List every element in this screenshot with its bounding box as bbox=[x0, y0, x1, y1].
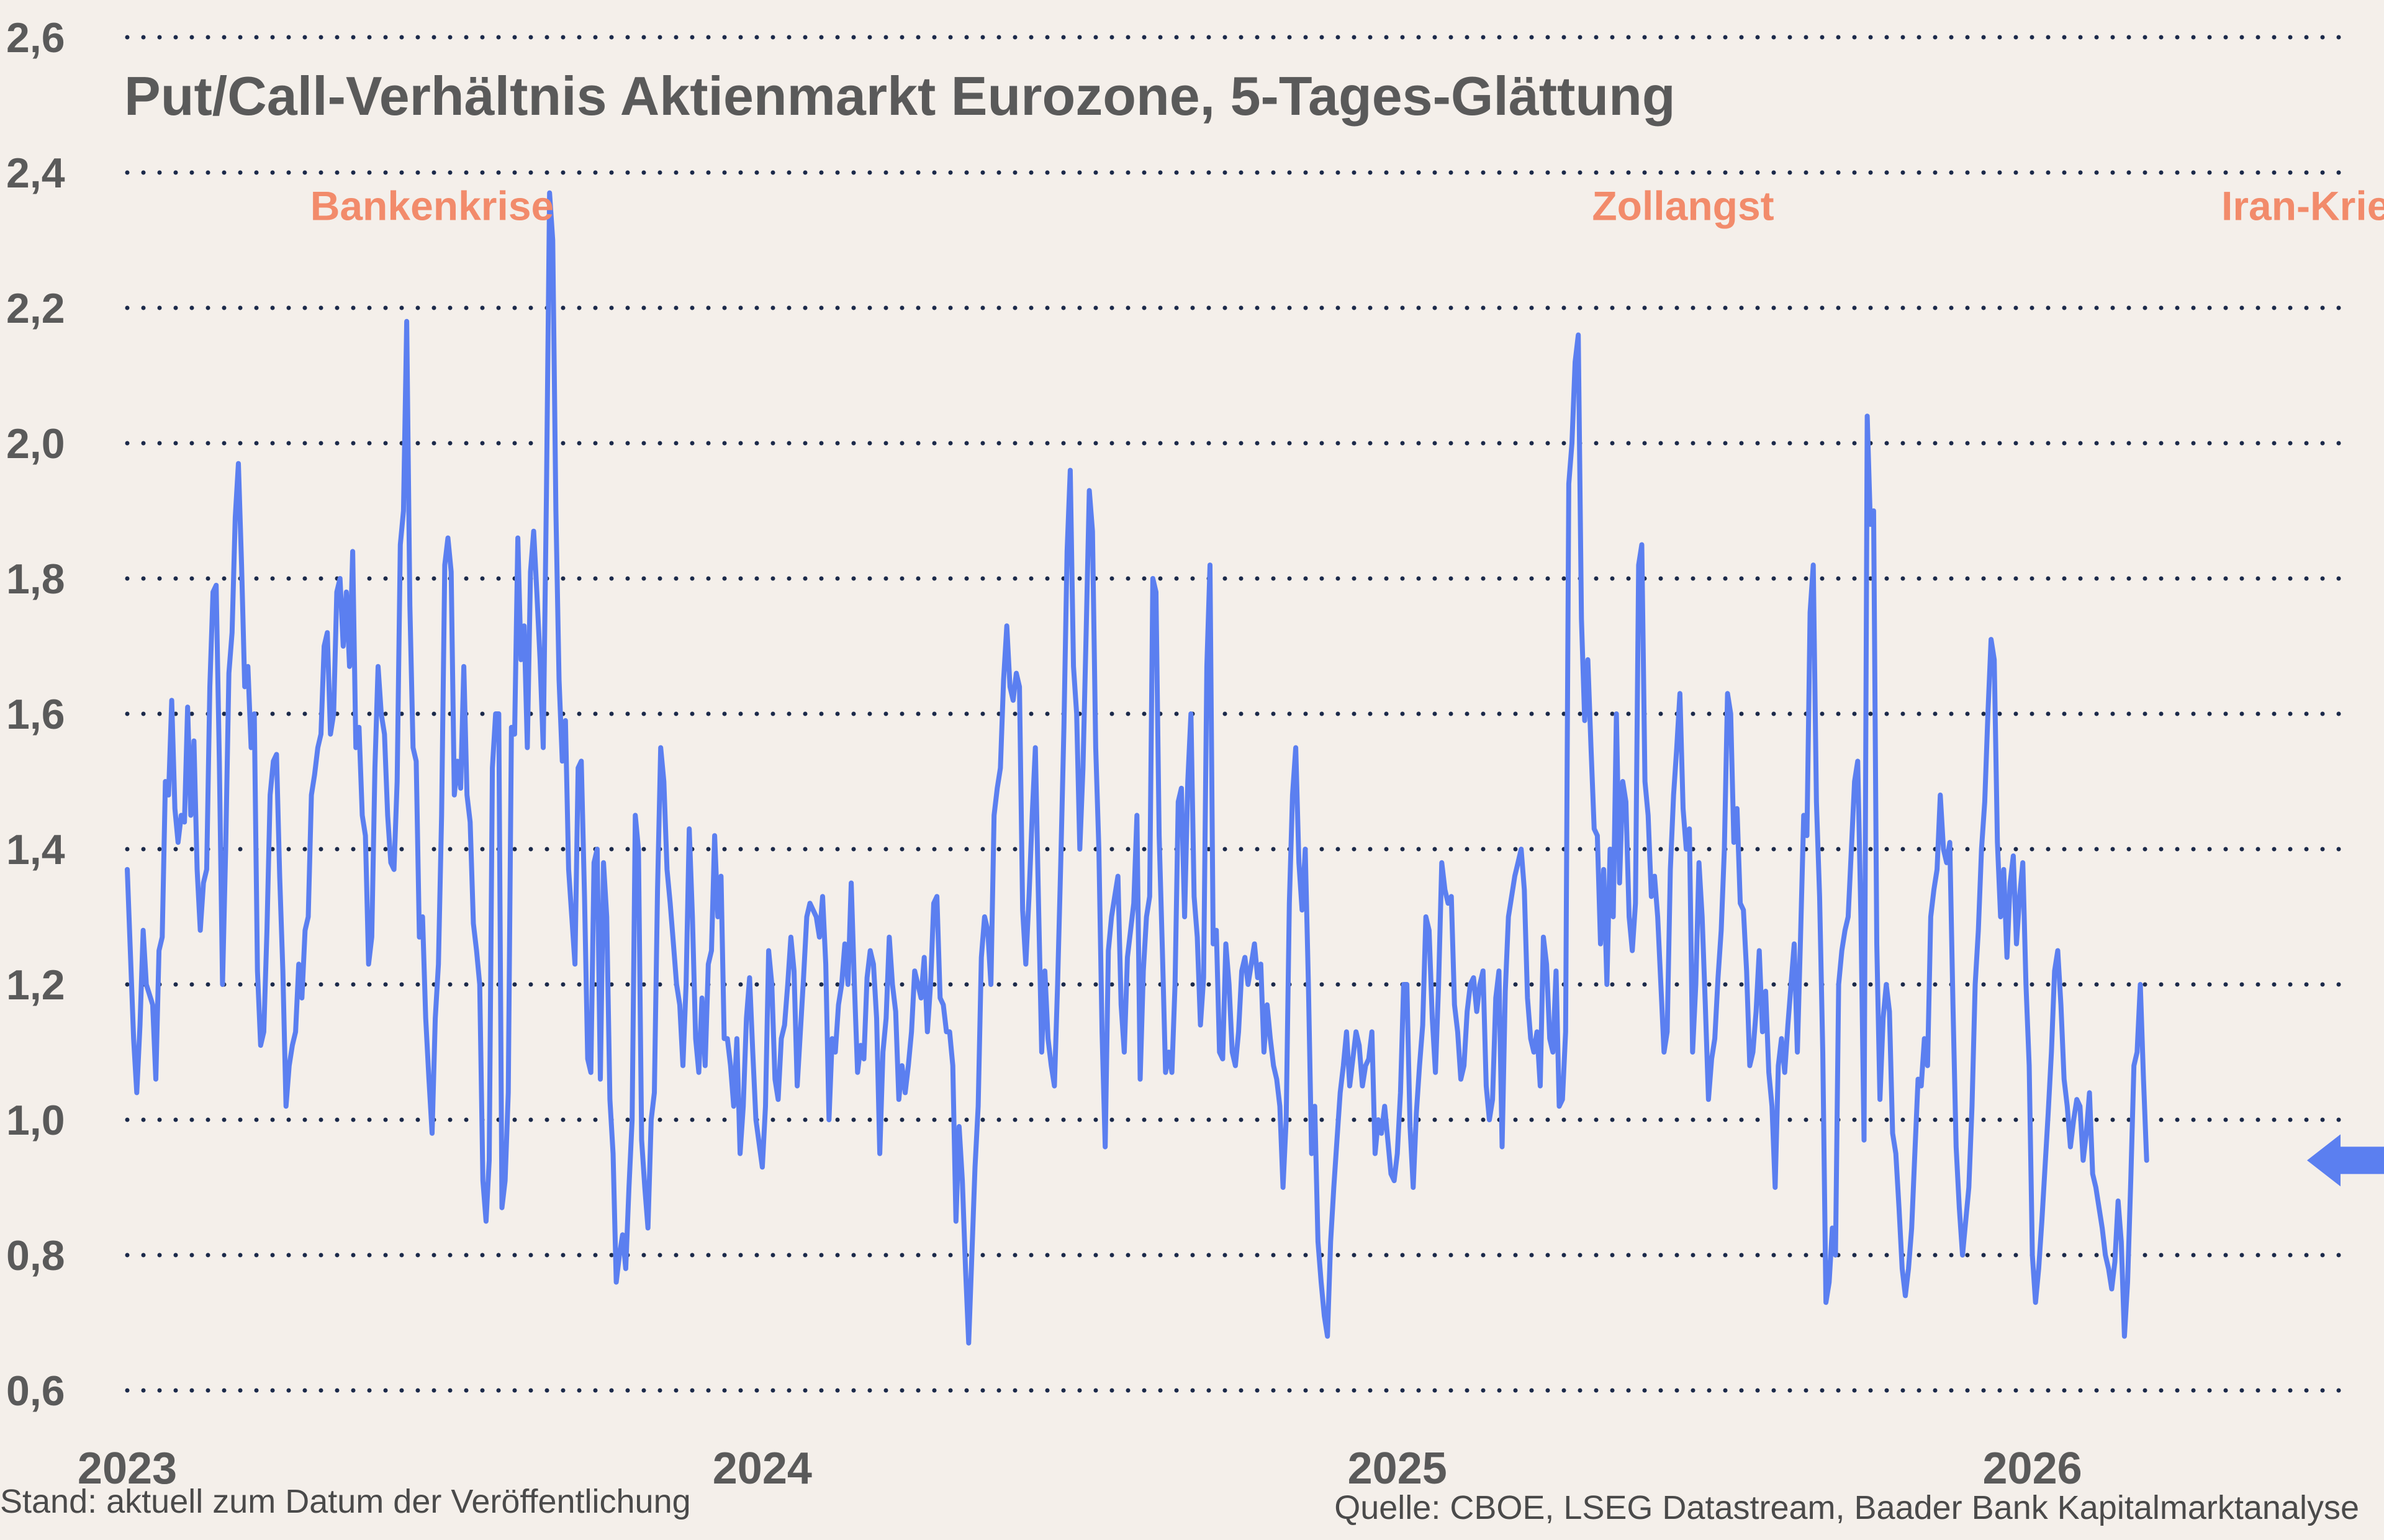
y-tick-label: 1,6 bbox=[6, 691, 65, 738]
y-tick-label: 2,4 bbox=[6, 150, 65, 197]
chart-title: Put/Call-Verhältnis Aktienmarkt Eurozone… bbox=[124, 65, 1676, 127]
series-line bbox=[125, 190, 2149, 1346]
x-axis-ticks: 2023 2024 2025 2026 bbox=[78, 1444, 2082, 1493]
x-tick-label: 2025 bbox=[1348, 1444, 1447, 1493]
annotation-label: Zollangst bbox=[1592, 182, 1774, 228]
y-tick-label: 0,6 bbox=[6, 1367, 65, 1415]
annotation-label: Iran-Krieg bbox=[2221, 182, 2384, 228]
y-tick-label: 1,8 bbox=[6, 556, 65, 603]
y-tick-label: 2,6 bbox=[6, 14, 65, 61]
arrow-left-icon bbox=[2307, 1134, 2384, 1187]
x-tick-label: 2024 bbox=[713, 1444, 812, 1493]
footnote-status: Stand: aktuell zum Datum der Veröffentli… bbox=[0, 1483, 691, 1520]
footnote-source: Quelle: CBOE, LSEG Datastream, Baader Ba… bbox=[1334, 1489, 2359, 1526]
y-tick-label: 0,8 bbox=[6, 1232, 65, 1279]
x-tick-label: 2023 bbox=[78, 1444, 177, 1493]
y-tick-label: 2,0 bbox=[6, 420, 65, 467]
series-group bbox=[125, 190, 2149, 1346]
y-axis-ticks: 0,6 0,8 1,0 1,2 1,4 1,6 1,8 2,0 2,2 2,4 2,6 bbox=[6, 14, 65, 1415]
x-tick-label: 2026 bbox=[1982, 1444, 2082, 1493]
current-value-arrow bbox=[2307, 1134, 2384, 1187]
y-tick-label: 1,0 bbox=[6, 1097, 65, 1144]
y-tick-label: 1,2 bbox=[6, 961, 65, 1009]
y-tick-label: 1,4 bbox=[6, 826, 65, 873]
annotation-label: Bankenkrise bbox=[310, 182, 554, 228]
annotations: Bankenkrise Zollangst Iran-Krieg bbox=[310, 182, 2384, 228]
y-tick-label: 2,2 bbox=[6, 285, 65, 332]
